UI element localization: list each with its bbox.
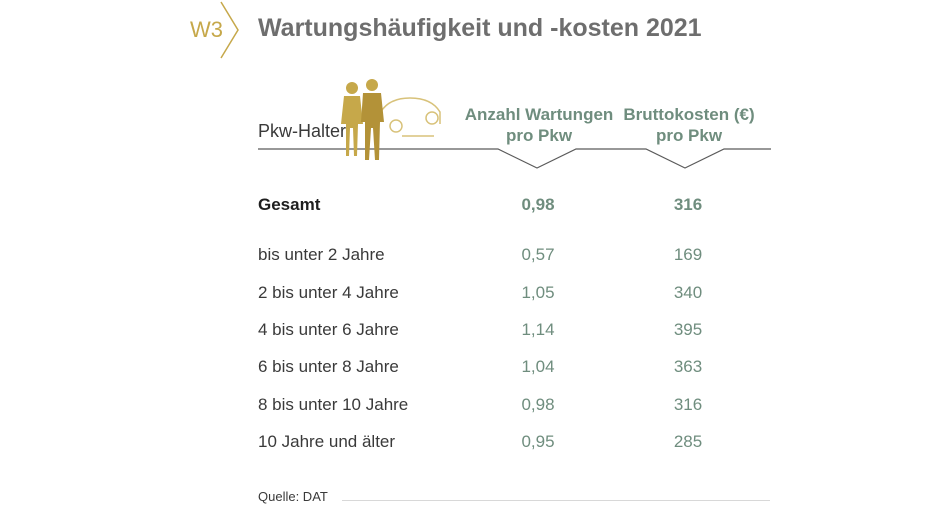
row-label: 4 bis unter 6 Jahre	[258, 320, 399, 339]
cell-maintenance-count: 1,14	[521, 320, 555, 339]
row-label: Gesamt	[258, 195, 321, 214]
column-header-line: pro Pkw	[655, 126, 723, 145]
row-label: 6 bis unter 8 Jahre	[258, 357, 399, 376]
cell-gross-cost: 316	[673, 395, 703, 414]
row-label: 8 bis unter 10 Jahre	[258, 395, 409, 414]
table-row-total: Gesamt 0,98 316	[258, 195, 778, 219]
cell-maintenance-count: 0,57	[521, 245, 555, 264]
figure-badge: W3	[178, 0, 248, 60]
chart-title: Wartungshäufigkeit und -kosten 2021	[258, 14, 702, 42]
column-header-line: pro Pkw	[505, 126, 573, 145]
cell-maintenance-count: 1,05	[521, 283, 555, 302]
table-row: 2 bis unter 4 Jahre 1,05 340	[258, 283, 778, 307]
badge-label: W3	[190, 17, 223, 42]
cell-maintenance-count: 0,98	[521, 395, 555, 414]
source-divider	[342, 500, 770, 501]
row-header-label: Pkw-Halter	[258, 121, 347, 141]
cell-gross-cost: 316	[673, 195, 703, 214]
column-header-gross-cost: Bruttokosten (€) pro Pkw	[615, 104, 763, 146]
source-note: Quelle: DAT	[258, 489, 328, 504]
table-row: 8 bis unter 10 Jahre 0,98 316	[258, 395, 778, 419]
cell-gross-cost: 340	[673, 283, 703, 302]
couple-with-car-icon	[341, 79, 441, 160]
cell-gross-cost: 169	[673, 245, 703, 264]
cell-maintenance-count: 0,98	[521, 195, 555, 214]
cell-maintenance-count: 1,04	[521, 357, 555, 376]
column-header-maintenance-count: Anzahl Wartungen pro Pkw	[460, 104, 618, 146]
row-label: 10 Jahre und älter	[258, 432, 396, 451]
table-row: 10 Jahre und älter 0,95 285	[258, 432, 778, 456]
cell-gross-cost: 395	[673, 320, 703, 339]
badge-chevron-icon	[220, 1, 239, 59]
table-row: 4 bis unter 6 Jahre 1,14 395	[258, 320, 778, 344]
cell-gross-cost: 285	[673, 432, 703, 451]
column-header-line: Anzahl Wartungen	[464, 105, 614, 124]
table-row: bis unter 2 Jahre 0,57 169	[258, 245, 778, 269]
row-label: bis unter 2 Jahre	[258, 245, 385, 264]
cell-maintenance-count: 0,95	[521, 432, 555, 451]
row-label: 2 bis unter 4 Jahre	[258, 283, 399, 302]
column-header-line: Bruttokosten (€)	[623, 105, 755, 124]
table-row: 6 bis unter 8 Jahre 1,04 363	[258, 357, 778, 381]
cell-gross-cost: 363	[673, 357, 703, 376]
